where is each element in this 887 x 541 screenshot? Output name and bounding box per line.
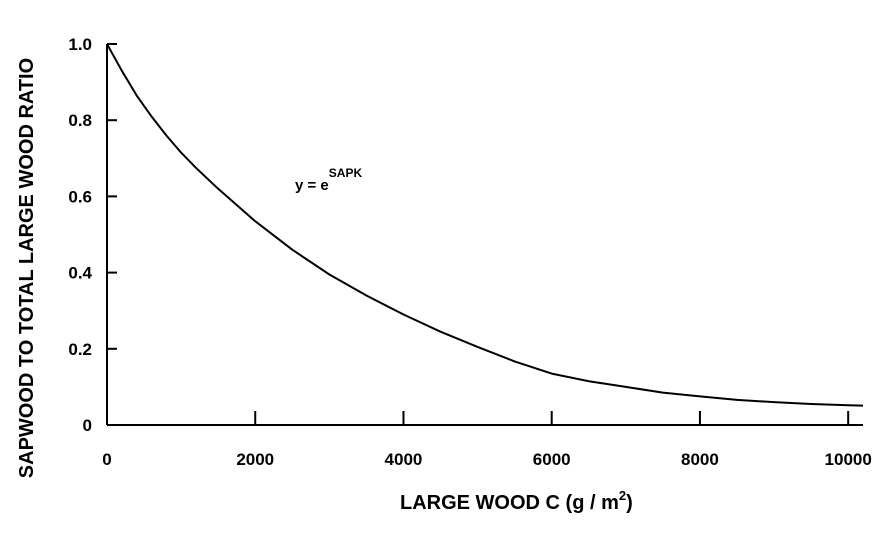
x-axis-title: LARGE WOOD C (g / m2) (400, 488, 633, 514)
y-tick-label: 0.6 (68, 187, 92, 206)
y-tick-label: 0 (83, 416, 92, 435)
y-tick-label: 0.2 (68, 340, 92, 359)
plot-area (106, 43, 864, 407)
x-axis-title-main: LARGE WOOD C (g / m (400, 492, 619, 514)
x-axis-title-superscript: 2 (619, 488, 626, 503)
y-tick-label: 1.0 (68, 35, 92, 54)
y-tick-label: 0.8 (68, 111, 92, 130)
x-tick-label: 8000 (681, 450, 719, 469)
x-tick-label: 2000 (236, 450, 274, 469)
y-axis-title: SAPWOOD TO TOTAL LARGE WOOD RATIO (16, 58, 38, 478)
x-tick-label: 0 (102, 450, 111, 469)
tick-labels: 0 0.2 0.4 0.6 0.8 1.0 0 2000 4000 6000 8000 10000 (68, 35, 871, 469)
x-tick-label: 10000 (825, 450, 872, 469)
x-axis-title-suffix: ) (626, 492, 633, 514)
axes (106, 43, 863, 426)
x-tick-label: 6000 (533, 450, 571, 469)
x-tick-label: 4000 (385, 450, 423, 469)
equation-annotation: y = eSAPK (295, 166, 362, 194)
equation-base: y = e (295, 177, 329, 194)
equation-exponent: SAPK (329, 166, 363, 180)
series-line (106, 43, 864, 407)
y-tick-label: 0.4 (68, 264, 92, 283)
